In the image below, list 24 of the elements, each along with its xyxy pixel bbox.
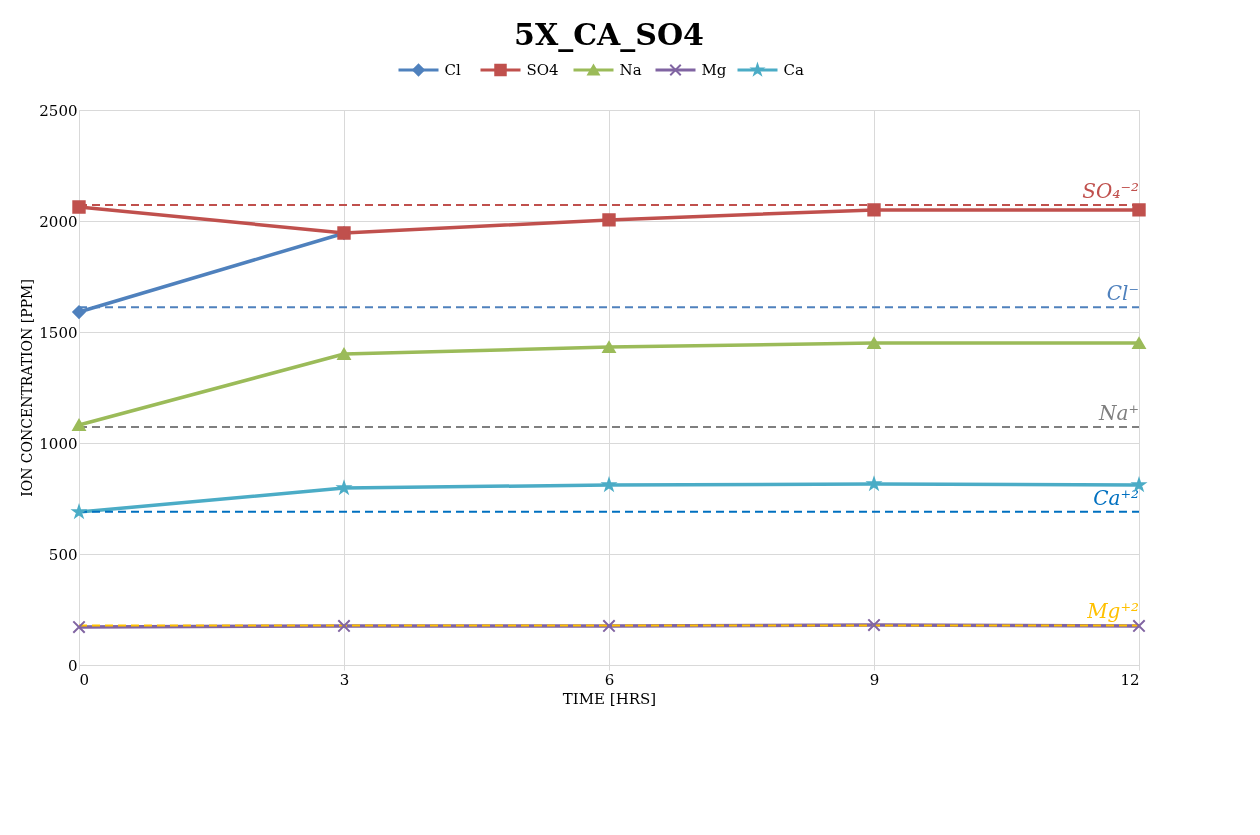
legend-label: Na xyxy=(619,61,642,79)
legend-label: Ca xyxy=(783,61,804,79)
ref-line-label: Ca⁺² xyxy=(1093,485,1139,510)
y-tick-label: 1500 xyxy=(39,323,78,342)
legend-label: SO4 xyxy=(526,61,559,79)
x-tick-label: 6 xyxy=(604,670,615,689)
ref-line-label: SO₄⁻² xyxy=(1082,179,1139,204)
ref-line-label: Mg⁺² xyxy=(1086,599,1139,624)
x-axis-title: TIME [HRS] xyxy=(562,689,657,708)
y-tick-label: 1000 xyxy=(39,434,78,453)
ref-line-label: Na⁺ xyxy=(1098,401,1139,426)
legend-label: Cl xyxy=(444,61,461,79)
x-tick-label: 9 xyxy=(869,670,880,689)
x-tick-label: 0 xyxy=(79,670,90,689)
x-tick-label: 12 xyxy=(1120,670,1140,689)
y-tick-label: 2000 xyxy=(39,212,78,231)
y-tick-label: 0 xyxy=(67,656,78,675)
chart-title: 5X_CA_SO4 xyxy=(514,16,704,52)
y-tick-label: 2500 xyxy=(39,101,78,120)
y-tick-label: 500 xyxy=(48,545,78,564)
x-tick-label: 3 xyxy=(339,670,350,689)
y-axis-title: ION CONCENTRATION [PPM] xyxy=(19,279,36,497)
legend-label: Mg xyxy=(701,61,727,79)
ref-line-label: Cl⁻ xyxy=(1106,281,1139,306)
